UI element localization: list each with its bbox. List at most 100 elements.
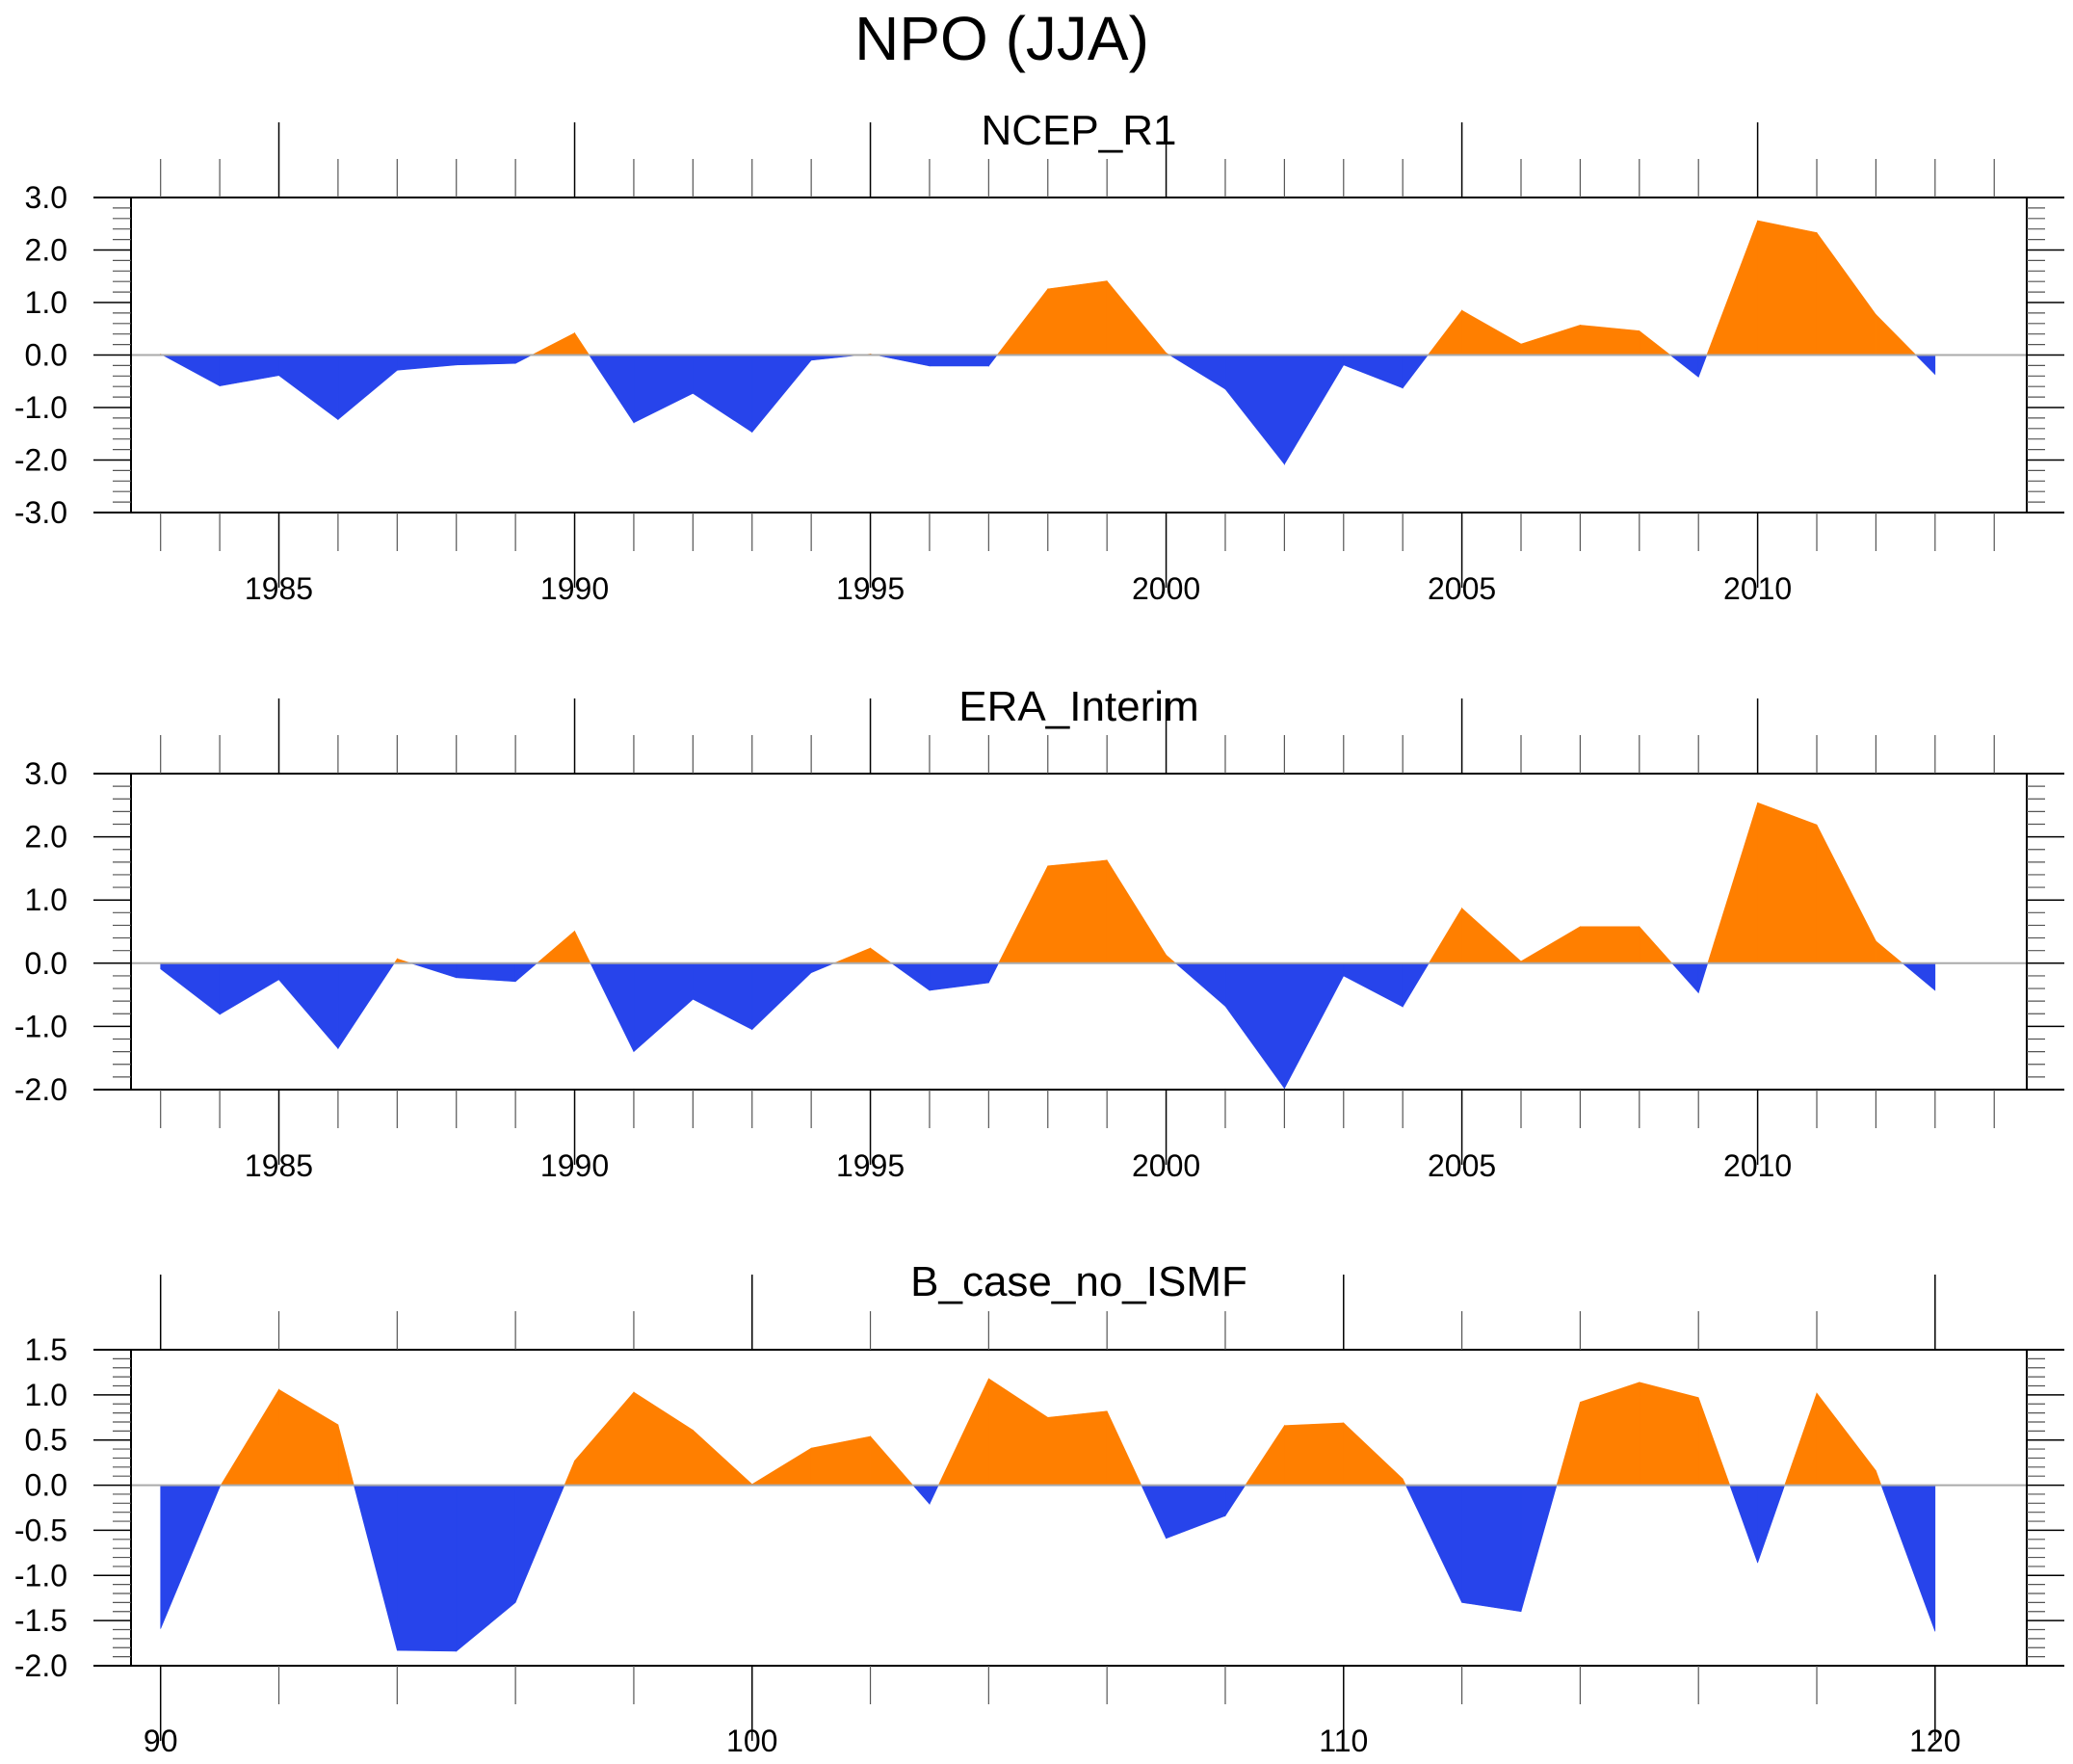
negative-area <box>1697 962 1709 993</box>
negative-area <box>1174 962 1226 1008</box>
positive-area <box>337 1424 354 1486</box>
negative-area <box>410 962 458 979</box>
negative-area <box>988 355 998 367</box>
positive-area <box>1580 325 1640 355</box>
y-tick-label: 3.0 <box>25 756 67 791</box>
y-tick-label: -2.0 <box>14 1072 67 1107</box>
negative-area <box>160 962 221 1015</box>
positive-area <box>574 1391 635 1486</box>
y-tick-label: -1.0 <box>14 1009 67 1043</box>
positive-area <box>1047 859 1108 964</box>
negative-area <box>929 962 989 991</box>
positive-area <box>693 1429 753 1486</box>
negative-area <box>929 355 989 367</box>
positive-area <box>937 1378 989 1486</box>
x-tick-label: 2010 <box>1723 571 1792 606</box>
y-tick-label: -2.0 <box>14 1648 67 1683</box>
positive-area <box>564 1461 575 1486</box>
x-tick-label: 1995 <box>836 1148 905 1183</box>
negative-area <box>160 1485 221 1629</box>
negative-area <box>1757 1485 1786 1564</box>
negative-area <box>1402 962 1430 1009</box>
positive-area <box>1876 940 1903 964</box>
positive-area <box>1580 1382 1640 1486</box>
y-tick-label: 0.0 <box>25 946 67 981</box>
x-tick-label: 2000 <box>1132 1148 1200 1183</box>
y-tick-label: 0.0 <box>25 1468 67 1503</box>
negative-area <box>456 1485 516 1652</box>
negative-area <box>810 962 834 974</box>
negative-area <box>751 962 812 1031</box>
negative-area <box>219 962 279 1015</box>
positive-area <box>1166 954 1177 964</box>
negative-area <box>1224 355 1285 465</box>
y-tick-label: -3.0 <box>14 495 67 530</box>
negative-area <box>1168 355 1226 390</box>
y-tick-label: 1.5 <box>25 1332 67 1367</box>
negative-area <box>1343 355 1404 389</box>
positive-area <box>1106 279 1167 355</box>
negative-area <box>988 962 1000 984</box>
main-title: NPO (JJA) <box>854 4 1149 73</box>
x-tick-label: 1995 <box>836 571 905 606</box>
negative-area <box>219 355 279 387</box>
positive-area <box>998 865 1049 964</box>
y-tick-label: 3.0 <box>25 180 67 215</box>
negative-area <box>456 355 516 366</box>
negative-area <box>633 355 694 424</box>
negative-area <box>590 962 635 1052</box>
positive-area <box>1520 325 1581 355</box>
positive-area <box>1427 309 1462 355</box>
x-tick-label: 2000 <box>1132 571 1200 606</box>
negative-area <box>278 962 339 1050</box>
negative-area <box>1697 355 1708 378</box>
positive-area <box>1876 313 1917 355</box>
positive-area <box>1047 280 1108 355</box>
negative-area <box>912 1485 931 1506</box>
negative-area <box>875 355 931 367</box>
y-tick-label: -1.0 <box>14 1558 67 1593</box>
positive-area <box>1639 925 1673 964</box>
positive-area <box>1343 1422 1404 1486</box>
negative-area <box>514 355 533 364</box>
negative-area <box>633 962 694 1053</box>
positive-area <box>1556 1402 1581 1486</box>
y-tick-label: 0.0 <box>25 338 67 373</box>
x-tick-label: 120 <box>1909 1724 1960 1758</box>
positive-area <box>1580 926 1640 964</box>
negative-area <box>589 355 635 424</box>
negative-area <box>1166 1485 1226 1540</box>
x-tick-label: 1990 <box>540 571 609 606</box>
y-tick-label: -2.0 <box>14 443 67 478</box>
negative-area <box>397 355 458 371</box>
negative-area <box>1902 962 1936 991</box>
y-tick-label: -1.0 <box>14 390 67 425</box>
positive-area <box>1106 1410 1142 1486</box>
negative-area <box>1141 1485 1167 1539</box>
positive-area <box>1876 1470 1882 1486</box>
positive-area <box>1461 309 1522 355</box>
panel-era-interim: ERA_Interim 1985 1990 1995 2000 2005 2010 3.0 2.… <box>14 683 2064 1183</box>
positive-area <box>1707 803 1758 964</box>
positive-area <box>536 930 575 964</box>
negative-area <box>1343 962 1404 1008</box>
y-tick-label: -0.5 <box>14 1513 67 1547</box>
negative-area <box>1461 1485 1522 1613</box>
positive-area <box>1639 329 1671 355</box>
negative-area <box>1729 1485 1758 1564</box>
y-tick-label: 0.5 <box>25 1423 67 1458</box>
negative-area <box>693 962 753 1031</box>
y-tick-label: 2.0 <box>25 233 67 268</box>
panel-ncep-r1: NCEP_R1 1985 1990 1995 2000 2005 2010 3.0 2.0 1.0… <box>14 107 2064 606</box>
positive-area <box>810 1435 871 1486</box>
positive-area <box>1816 1392 1876 1486</box>
positive-area <box>531 332 575 355</box>
positive-area <box>220 1388 279 1486</box>
negative-area <box>1915 355 1936 376</box>
positive-area <box>833 947 871 964</box>
x-tick-label: 2005 <box>1428 1148 1496 1183</box>
positive-area <box>1816 824 1876 964</box>
panel-title: ERA_Interim <box>958 683 1198 730</box>
x-tick-label: 110 <box>1319 1724 1368 1758</box>
positive-area <box>988 1378 1049 1486</box>
